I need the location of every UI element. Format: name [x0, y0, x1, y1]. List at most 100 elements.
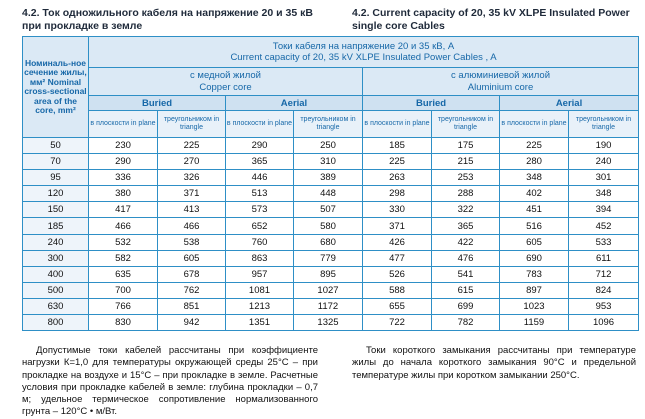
- current-value-cell: 230: [88, 136, 158, 155]
- current-value-cell: 783: [499, 265, 569, 283]
- current-value-cell: 605: [157, 249, 226, 267]
- aluminium-core-header: с алюминиевой жилой Aluminium core: [361, 67, 640, 96]
- current-value-cell: 615: [431, 281, 500, 299]
- note-ru-load-conditions: Допустимые токи кабелей рассчитаны при к…: [22, 345, 318, 418]
- current-value-cell: 336: [88, 169, 158, 187]
- current-value-cell: 507: [293, 201, 363, 219]
- current-value-cell: 215: [431, 153, 500, 171]
- current-value-cell: 1159: [499, 314, 569, 332]
- copper-aerial-in-triangle: треугольником in triangle: [293, 110, 363, 138]
- current-value-cell: 690: [499, 249, 569, 267]
- current-value-cell: 185: [362, 136, 432, 155]
- copper-core-en: Copper core: [199, 81, 252, 93]
- current-value-cell: 1351: [225, 314, 294, 332]
- aluminium-buried-header: Buried: [362, 95, 500, 111]
- current-value-cell: 533: [567, 233, 640, 251]
- current-value-cell: 863: [225, 249, 294, 267]
- copper-core-header: с медной жилой Copper core: [88, 67, 363, 96]
- section-cell: 95: [22, 169, 89, 187]
- table-row: 400 635 678 957 895 526 541 783 712: [22, 265, 640, 283]
- current-value-cell: 290: [225, 136, 294, 155]
- current-value-cell: 513: [225, 185, 294, 203]
- current-value-cell: 541: [431, 265, 500, 283]
- copper-aerial-header: Aerial: [225, 95, 363, 111]
- current-value-cell: 466: [88, 217, 158, 235]
- table-heading-ru: 4.2. Ток одножильного кабеля на напряжен…: [22, 7, 313, 32]
- table-row: 800 830 942 1351 1325 722 782 1159 1096: [22, 314, 640, 332]
- current-value-cell: 1023: [499, 297, 569, 316]
- current-value-cell: 225: [499, 136, 569, 155]
- table-row: 70 290 270 365 310 225 215 280 240: [22, 153, 640, 171]
- current-value-cell: 280: [499, 153, 569, 171]
- copper-buried-in-triangle: треугольником in triangle: [157, 110, 226, 138]
- current-value-cell: 722: [362, 314, 432, 332]
- current-value-cell: 380: [88, 185, 158, 203]
- current-value-cell: 655: [362, 297, 432, 316]
- table-body: 50 230 225 290 250 185 175 225 190 70 290 270 365 310…: [22, 136, 640, 332]
- section-cell: 400: [22, 265, 89, 283]
- section-cell: 150: [22, 201, 89, 219]
- current-value-cell: 957: [225, 265, 294, 283]
- current-value-cell: 263: [362, 169, 432, 187]
- aluminium-aerial-in-triangle: треугольником in triangle: [567, 110, 640, 138]
- table-row: 500 700 762 1081 1027 588 615 897 824: [22, 281, 640, 299]
- current-value-cell: 394: [567, 201, 640, 219]
- current-value-cell: 526: [362, 265, 432, 283]
- current-value-cell: 270: [157, 153, 226, 171]
- current-value-cell: 371: [157, 185, 226, 203]
- current-value-cell: 580: [293, 217, 363, 235]
- current-value-cell: 175: [431, 136, 500, 155]
- current-value-cell: 532: [88, 233, 158, 251]
- current-value-cell: 1096: [567, 314, 640, 332]
- current-value-cell: 1213: [225, 297, 294, 316]
- section-cell: 800: [22, 314, 89, 332]
- current-value-cell: 942: [157, 314, 226, 332]
- current-value-cell: 301: [567, 169, 640, 187]
- current-value-cell: 310: [293, 153, 363, 171]
- current-value-cell: 402: [499, 185, 569, 203]
- current-value-cell: 326: [157, 169, 226, 187]
- current-value-cell: 782: [431, 314, 500, 332]
- section-cell: 630: [22, 297, 89, 316]
- current-capacity-header-en: Current capacity of 20, 35 kV XLPE Insul…: [230, 52, 497, 63]
- section-cell: 300: [22, 249, 89, 267]
- current-value-cell: 588: [362, 281, 432, 299]
- current-value-cell: 365: [225, 153, 294, 171]
- current-value-cell: 290: [88, 153, 158, 171]
- note-ru-short-circuit: Токи короткого замыкания рассчитаны при …: [352, 345, 636, 381]
- current-value-cell: 476: [431, 249, 500, 267]
- current-value-cell: 240: [567, 153, 640, 171]
- current-value-cell: 371: [362, 217, 432, 235]
- current-value-cell: 712: [567, 265, 640, 283]
- current-value-cell: 680: [293, 233, 363, 251]
- current-value-cell: 253: [431, 169, 500, 187]
- current-capacity-table: Номиналь-ное сечение жилы, мм² Nominal c…: [22, 36, 640, 332]
- current-value-cell: 365: [431, 217, 500, 235]
- current-value-cell: 516: [499, 217, 569, 235]
- aluminium-aerial-in-plane: в плоскости in plane: [499, 110, 569, 138]
- aluminium-buried-in-triangle: треугольником in triangle: [431, 110, 500, 138]
- copper-buried-in-plane: в плоскости in plane: [88, 110, 158, 138]
- current-value-cell: 652: [225, 217, 294, 235]
- table-row: 240 532 538 760 680 426 422 605 533: [22, 233, 640, 251]
- copper-core-ru: с медной жилой: [190, 70, 261, 81]
- aluminium-aerial-header: Aerial: [498, 95, 640, 111]
- current-value-cell: 573: [225, 201, 294, 219]
- current-value-cell: 851: [157, 297, 226, 316]
- current-value-cell: 1172: [293, 297, 363, 316]
- current-value-cell: 446: [225, 169, 294, 187]
- table-row: 185 466 466 652 580 371 365 516 452: [22, 217, 640, 235]
- current-value-cell: 322: [431, 201, 500, 219]
- section-cell: 240: [22, 233, 89, 251]
- section-cell: 70: [22, 153, 89, 171]
- table-row: 120 380 371 513 448 298 288 402 348: [22, 185, 640, 203]
- table-row: 95 336 326 446 389 263 253 348 301: [22, 169, 640, 187]
- table-heading-en: 4.2. Current capacity of 20, 35 kV XLPE …: [352, 7, 630, 32]
- table-row: 630 766 851 1213 1172 655 699 1023 953: [22, 297, 640, 316]
- nominal-section-header: Номиналь-ное сечение жилы, мм² Nominal c…: [22, 36, 89, 138]
- current-value-cell: 611: [567, 249, 640, 267]
- current-value-cell: 190: [567, 136, 640, 155]
- current-value-cell: 288: [431, 185, 500, 203]
- current-value-cell: 824: [567, 281, 640, 299]
- aluminium-core-ru: с алюминиевой жилой: [451, 70, 550, 81]
